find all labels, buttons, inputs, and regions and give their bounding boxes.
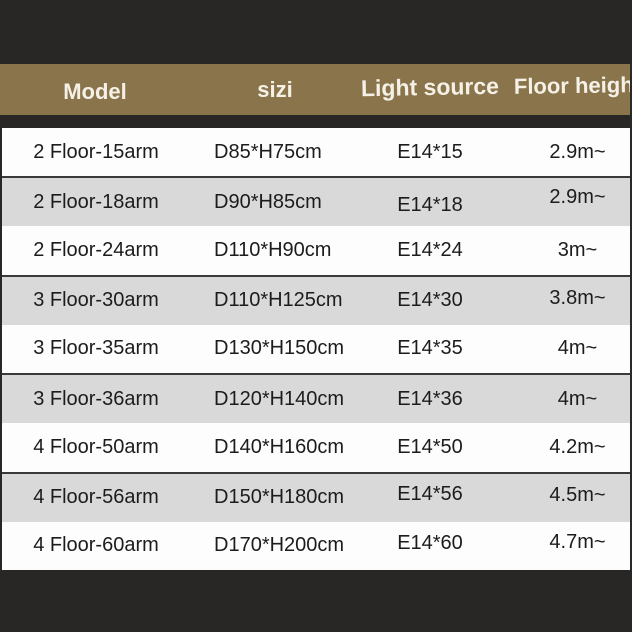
column-header-model: Model <box>63 78 127 104</box>
cell-model: 4 Floor-50arm <box>33 435 159 458</box>
table-row: 4 Floor-56arm D150*H180cm E14*56 4.5m~ <box>2 471 630 522</box>
cell-floor-height: 4.7m~ <box>549 531 606 554</box>
cell-size: D130*H150cm <box>214 337 345 360</box>
table-row: 4 Floor-50arm D140*H160cm E14*50 4.2m~ <box>2 423 630 472</box>
cell-floor-height: 2.9m~ <box>549 185 606 208</box>
cell-size: D170*H200cm <box>214 534 345 557</box>
column-header-floor-height: Floor height <box>513 71 632 99</box>
cell-size: D150*H180cm <box>214 486 345 509</box>
cell-size: D90*H85cm <box>214 190 322 213</box>
cell-model: 4 Floor-60arm <box>33 534 159 557</box>
table-row: 3 Floor-30arm D110*H125cm E14*30 3.8m~ <box>2 274 630 325</box>
cell-light-source: E14*18 <box>397 193 463 216</box>
table-row: 2 Floor-24arm D110*H90cm E14*24 3m~ <box>2 226 630 275</box>
column-header-light-source: Light source <box>360 72 500 102</box>
cell-model: 2 Floor-24arm <box>33 239 159 262</box>
table-body: 2 Floor-15arm D85*H75cm E14*15 2.9m~ 2 F… <box>2 128 630 570</box>
cell-floor-height: 3m~ <box>557 239 598 262</box>
cell-floor-height: 2.9m~ <box>549 140 606 163</box>
cell-model: 3 Floor-30arm <box>33 289 159 312</box>
cell-model: 2 Floor-15arm <box>33 140 159 163</box>
cell-light-source: E14*60 <box>397 532 463 555</box>
cell-light-source: E14*35 <box>397 337 463 360</box>
cell-size: D120*H140cm <box>214 387 345 410</box>
cell-size: D140*H160cm <box>214 435 345 458</box>
cell-light-source: E14*50 <box>397 435 463 458</box>
cell-size: D110*H125cm <box>214 289 343 312</box>
table-row: 3 Floor-35arm D130*H150cm E14*35 4m~ <box>2 324 630 374</box>
cell-model: 4 Floor-56arm <box>33 486 159 509</box>
cell-floor-height: 4m~ <box>557 337 598 360</box>
cell-floor-height: 4.2m~ <box>549 435 606 458</box>
cell-model: 3 Floor-35arm <box>33 337 159 360</box>
cell-light-source: E14*15 <box>397 140 463 163</box>
cell-size: D110*H90cm <box>214 239 332 262</box>
cell-floor-height: 3.8m~ <box>549 287 606 310</box>
cell-floor-height: 4.5m~ <box>549 484 606 507</box>
table-row: 3 Floor-36arm D120*H140cm E14*36 4m~ <box>2 373 630 424</box>
table-header-row: Model sizi Light source Floor height <box>0 64 632 115</box>
table-row: 4 Floor-60arm D170*H200cm E14*60 4.7m~ <box>2 521 630 570</box>
cell-light-source: E14*36 <box>397 387 463 410</box>
cell-model: 2 Floor-18arm <box>33 190 159 213</box>
cell-size: D85*H75cm <box>214 140 322 163</box>
cell-model: 3 Floor-36arm <box>33 387 159 410</box>
table-row: 2 Floor-18arm D90*H85cm E14*18 2.9m~ <box>2 176 630 227</box>
photo-edge-shadow <box>630 64 632 570</box>
table-row: 2 Floor-15arm D85*H75cm E14*15 2.9m~ <box>2 128 630 177</box>
cell-light-source: E14*56 <box>397 483 463 506</box>
column-header-size: sizi <box>257 76 293 102</box>
cell-light-source: E14*24 <box>397 239 463 262</box>
cell-light-source: E14*30 <box>397 289 463 312</box>
cell-floor-height: 4m~ <box>557 387 598 410</box>
